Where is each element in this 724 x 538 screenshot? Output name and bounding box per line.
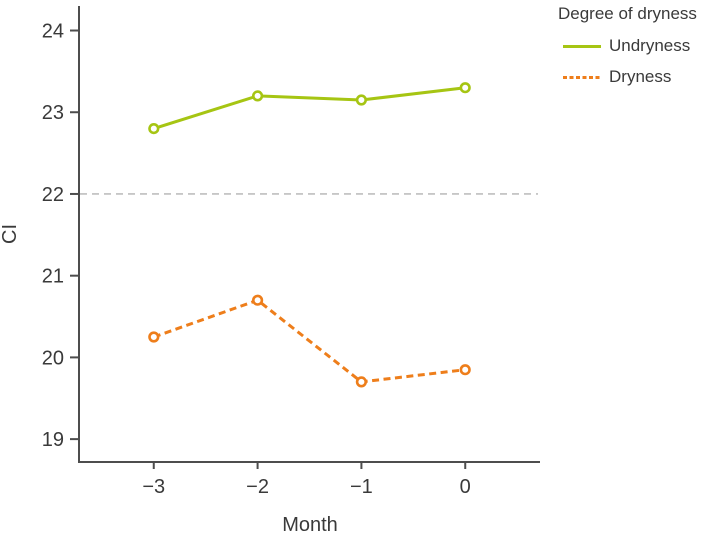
dryness-line xyxy=(153,298,466,384)
dryness-marker xyxy=(459,364,471,376)
dryness-marker xyxy=(355,376,368,388)
x-tick-label: −1 xyxy=(350,476,373,498)
y-tick-label: 20 xyxy=(42,347,64,369)
legend-item-undryness: Undryness xyxy=(558,33,697,59)
y-tick-label: 22 xyxy=(42,184,64,206)
y-axis-title: CI xyxy=(0,224,21,244)
undryness-marker xyxy=(148,123,160,135)
undryness-line-swatch xyxy=(563,44,601,48)
y-tick-label: 21 xyxy=(42,266,64,288)
undryness-marker xyxy=(252,90,264,102)
dryness-marker xyxy=(148,331,160,343)
chart-layers: 19 20 21 22 23 24 −3 −2 −1 0 xyxy=(42,6,540,498)
y-tick-label: 19 xyxy=(42,429,64,451)
x-tick-label: 0 xyxy=(460,476,471,498)
undryness-marker xyxy=(355,94,368,106)
undryness-marker xyxy=(459,82,471,94)
x-axis-title: Month xyxy=(282,514,338,536)
legend-item-dryness: Dryness xyxy=(558,64,697,90)
dryness-line-swatch xyxy=(563,75,601,79)
y-tick-label: 24 xyxy=(42,21,64,43)
dryness-marker xyxy=(252,294,264,306)
y-tick-label: 23 xyxy=(42,102,64,124)
undryness-line xyxy=(153,86,466,131)
legend-title: Degree of dryness xyxy=(558,4,697,23)
legend: Degree of dryness Undryness Dryness xyxy=(558,3,697,90)
legend-label-dryness: Dryness xyxy=(609,67,672,86)
x-tick-label: −3 xyxy=(142,476,165,498)
x-tick-label: −2 xyxy=(246,476,269,498)
legend-label-undryness: Undryness xyxy=(609,36,691,55)
